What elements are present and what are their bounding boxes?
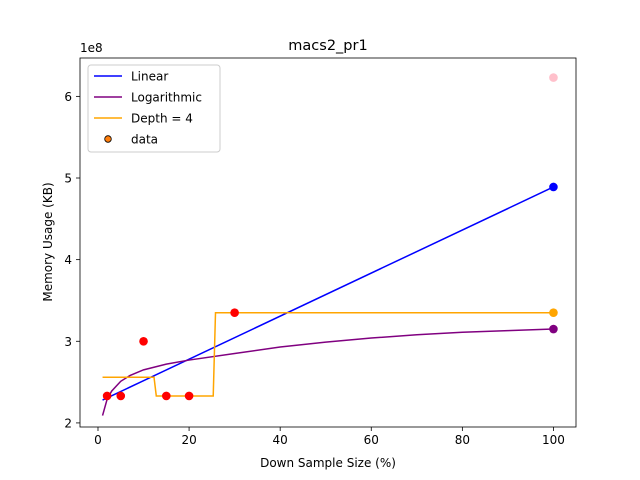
legend-label: Linear (131, 70, 168, 84)
y-axis-label: Memory Usage (KB) (41, 182, 55, 301)
data-point (102, 391, 112, 401)
y-tick-label: 3 (64, 335, 72, 349)
x-tick-label: 80 (455, 433, 470, 447)
series-line-logarithmic (101, 328, 554, 416)
x-tick-label: 100 (542, 433, 565, 447)
data-point (184, 391, 194, 401)
x-tick-label: 0 (94, 433, 102, 447)
y-tick-label: 5 (64, 172, 72, 186)
y-tick-label: 4 (64, 253, 72, 267)
data-point (139, 336, 148, 346)
data-point (230, 308, 239, 318)
data-point (162, 391, 171, 401)
series-line-depth-4 (102, 311, 554, 397)
chart-title: macs2_pr1 (288, 38, 367, 54)
legend: Linear Logarithmic Depth = 4 data (87, 64, 221, 153)
series-line-linear (102, 186, 554, 401)
plot-area: 0 20 40 60 80 100 2 3 4 5 6 (64, 57, 577, 447)
legend-label: Logarithmic (131, 91, 202, 105)
x-axis-label: Down Sample Size (%) (260, 456, 396, 470)
x-tick-label: 60 (364, 433, 379, 447)
axes-frame (79, 57, 577, 428)
x-tick-label: 40 (273, 433, 288, 447)
data-point (549, 73, 558, 82)
data-point (116, 391, 126, 401)
data-point (549, 308, 558, 318)
y-offset-label: 1e8 (80, 41, 103, 55)
legend-marker (104, 135, 112, 143)
x-tick-label: 20 (181, 433, 196, 447)
legend-label: data (131, 133, 158, 147)
y-tick-label: 2 (64, 416, 72, 430)
legend-box (87, 64, 221, 153)
data-point (549, 324, 558, 334)
legend-label: Depth = 4 (131, 112, 193, 126)
data-point (549, 182, 558, 192)
y-tick-label: 6 (64, 90, 72, 104)
